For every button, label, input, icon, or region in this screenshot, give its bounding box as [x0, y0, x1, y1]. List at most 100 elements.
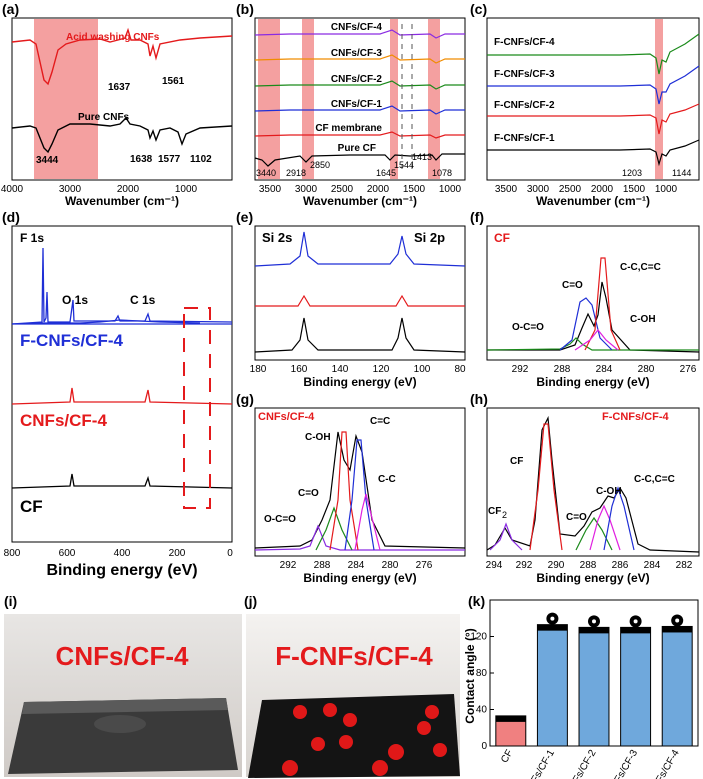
panel-c: (c) F-CNFs/CF-4 F-CNFs/CF-3 F-CNFs/CF-2 …	[470, 1, 700, 208]
droplet	[282, 760, 298, 776]
label-acid-washing-cnfs: Acid washing CNFs	[66, 32, 160, 43]
panel-g: (g) CNFs/CF-4 C-OH C=C C=O C-C O-C=O 292…	[236, 391, 466, 585]
label-f-cnfs-cf-1: F-CNFs/CF-1	[494, 133, 555, 144]
xtick-h-292: 292	[516, 560, 533, 571]
series-f-cnfs-cf-2	[487, 103, 700, 135]
component-label-g-co: C=O	[298, 488, 319, 499]
bar-error-cap	[579, 627, 609, 634]
droplet-icon-highlight	[592, 619, 596, 624]
xtick-f-276: 276	[680, 364, 697, 375]
component-label-h-cc: C-C,C=C	[634, 474, 675, 485]
xtick-d-0: 0	[227, 548, 233, 559]
peak-label-b-1544: 1544	[394, 160, 414, 170]
component-label-f-co: C=O	[562, 280, 583, 291]
panel-letter-k: (k)	[468, 593, 485, 609]
peak-label-a-1637: 1637	[108, 82, 131, 93]
peak-label-b-1413: 1413	[412, 152, 432, 162]
series-xps-g-cc-double	[344, 439, 375, 551]
xlabel-f: Binding energy (eV)	[536, 375, 649, 389]
xtick-c-2000: 2000	[591, 184, 614, 195]
xtick-g-288: 288	[314, 560, 331, 571]
peak-label-b-1645: 1645	[376, 168, 396, 178]
xtick-e-160: 160	[291, 364, 308, 375]
xtick-b-2000: 2000	[367, 184, 390, 195]
droplet	[372, 760, 388, 776]
peak-label-a-1638: 1638	[130, 154, 153, 165]
droplet	[339, 735, 353, 749]
bar-error-cap	[620, 627, 651, 634]
series-xps-h-co	[575, 516, 613, 551]
xtick-h-286: 286	[612, 560, 629, 571]
droplet-icon-highlight	[675, 618, 680, 623]
xtick-f-292: 292	[512, 364, 529, 375]
xlabel-e: Binding energy (eV)	[303, 375, 416, 389]
bar-error-cap	[662, 626, 693, 633]
series-xps-f-oco	[486, 337, 699, 351]
series-xps-h-cf	[529, 423, 563, 551]
droplet-icon-highlight	[550, 616, 555, 621]
bar-error-cap	[537, 624, 568, 631]
series-xps-e-blue	[254, 231, 466, 267]
series-xps-g-baseline	[254, 524, 465, 551]
series-xps-f-co	[559, 297, 613, 351]
component-label-h-co: C=O	[566, 512, 587, 523]
label-cnfs-cf-3: CNFs/CF-3	[331, 48, 383, 59]
label-cnfs-cf-4: CNFs/CF-4	[331, 22, 383, 33]
peak-label-si2s: Si 2s	[262, 230, 292, 245]
series-cnfs-cf-2	[254, 80, 465, 90]
xlabel-d: Binding energy (eV)	[46, 562, 197, 579]
panel-letter-c: (c)	[470, 1, 487, 17]
xtick-label-k: CF	[499, 748, 515, 765]
droplet	[343, 713, 357, 727]
xtick-label-k: F-CNFs/CF-3	[601, 748, 641, 779]
ylabel-k: Contact angle (°)	[463, 628, 477, 723]
series-xps-h-raw	[486, 415, 700, 553]
peak-label-a-1102: 1102	[190, 154, 212, 165]
component-label-h-cf2: CF	[488, 506, 501, 517]
yticks-k: 0 40 80 120	[470, 632, 494, 752]
series-xps-h-coh	[589, 504, 621, 551]
ytick-label: 40	[476, 705, 488, 716]
panel-i: (i) CNFs/CF-4	[4, 593, 242, 777]
panel-letter-a: (a)	[2, 1, 19, 17]
peak-label-si2p: Si 2p	[414, 230, 445, 245]
peak-label-c-1144: 1144	[672, 168, 691, 178]
xtick-d-800: 800	[4, 548, 21, 559]
xtick-d-200: 200	[169, 548, 186, 559]
droplet	[433, 743, 447, 757]
xtick-b-3500: 3500	[259, 184, 282, 195]
xlabel-b: Wavenumber (cm⁻¹)	[303, 194, 417, 208]
xtick-d-600: 600	[59, 548, 76, 559]
panel-h: (h) F-CNFs/CF-4 CF CF 2 C-OH C=O C-C,C=C…	[470, 391, 700, 585]
label-cf-membrane: CF membrane	[315, 123, 382, 134]
series-xps-g-raw	[254, 431, 466, 549]
xtick-c-3500: 3500	[495, 184, 518, 195]
axes-frame-g	[254, 407, 466, 557]
xtick-e-180: 180	[250, 364, 267, 375]
component-label-f-oco: O-C=O	[512, 322, 544, 333]
axes-frame-e	[254, 225, 466, 361]
xtick-e-100: 100	[414, 364, 431, 375]
panel-letter-d: (d)	[2, 209, 20, 225]
panel-letter-g: (g)	[236, 391, 254, 407]
xlabel-g: Binding energy (eV)	[303, 571, 416, 585]
panel-letter-j: (j)	[244, 593, 257, 609]
series-cnfs-cf-3	[254, 54, 465, 64]
series-cf-membrane	[254, 131, 465, 139]
droplet	[417, 721, 431, 735]
ytick-label: 120	[470, 632, 487, 643]
title-xps-g: CNFs/CF-4	[258, 411, 315, 423]
label-cnfs-cf-1: CNFs/CF-1	[331, 99, 383, 110]
highlight-band-b-2	[302, 19, 314, 179]
xlabel-h: Binding energy (eV)	[536, 571, 649, 585]
photo-label-j: F-CNFs/CF-4	[275, 641, 433, 671]
xtick-g-284: 284	[348, 560, 365, 571]
component-label-g-oco: O-C=O	[264, 514, 296, 525]
peak-label-a-3444: 3444	[36, 155, 59, 166]
component-label-h-coh: C-OH	[596, 486, 622, 497]
series-cnfs-cf-1	[254, 105, 465, 115]
series-xps-f-cc	[584, 257, 621, 351]
series-xps-g-cc	[354, 493, 381, 551]
xlabel-c: Wavenumber (cm⁻¹)	[536, 194, 650, 208]
